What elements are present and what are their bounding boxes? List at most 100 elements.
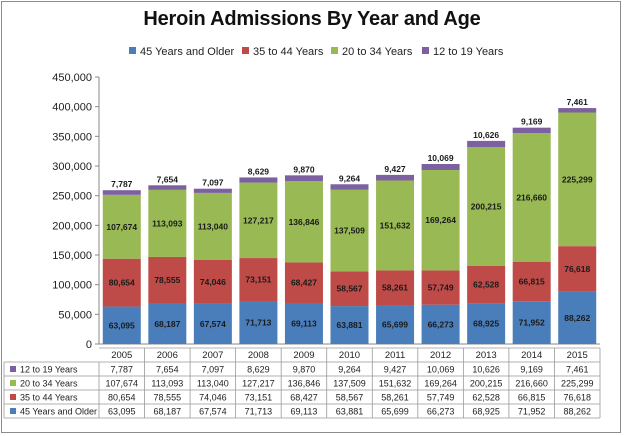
bar-segment <box>102 258 141 307</box>
data-label: 113,040 <box>198 221 229 231</box>
table-cell: 7,787 <box>111 365 134 375</box>
bar-segment <box>193 259 232 304</box>
table-cell: 66,815 <box>518 393 546 403</box>
x-tick-label: 2005 <box>111 350 132 361</box>
legend-label: 12 to 19 Years <box>433 46 504 58</box>
data-label: 169,264 <box>425 215 456 225</box>
bar-segment <box>102 194 141 259</box>
table-row-label: 35 to 44 Years <box>20 393 78 403</box>
table-cell: 9,870 <box>293 365 316 375</box>
data-label: 113,093 <box>152 218 183 228</box>
bar-segment <box>467 147 506 267</box>
table-cell: 216,660 <box>515 379 548 389</box>
table-cell: 136,846 <box>288 379 321 389</box>
data-label: 7,097 <box>202 178 224 188</box>
bar-segment <box>512 261 551 302</box>
bar-segment <box>558 108 597 113</box>
bar-segment <box>376 180 415 271</box>
data-label: 127,217 <box>243 215 274 225</box>
data-label: 68,925 <box>473 319 499 329</box>
table-cell: 58,261 <box>381 393 409 403</box>
data-label: 63,881 <box>337 320 363 330</box>
table-cell: 74,046 <box>199 393 227 403</box>
x-tick-label: 2006 <box>157 350 178 361</box>
x-tick-label: 2014 <box>521 350 542 361</box>
bar-segment <box>512 133 551 262</box>
data-label: 76,618 <box>564 264 590 274</box>
data-label: 9,870 <box>293 164 315 174</box>
table-cell: 9,427 <box>384 365 407 375</box>
table-cell: 107,674 <box>105 379 138 389</box>
bar-segment <box>239 182 278 259</box>
legend-label: 20 to 34 Years <box>342 46 413 58</box>
data-label: 7,787 <box>111 179 133 189</box>
bar-segment <box>284 302 323 344</box>
data-label: 136,846 <box>289 217 320 227</box>
table-cell: 113,040 <box>197 379 229 389</box>
table-cell: 151,632 <box>379 379 412 389</box>
bar-segment <box>193 188 232 193</box>
table-cell: 9,264 <box>338 365 361 375</box>
table-cell: 62,528 <box>472 393 500 403</box>
y-tick-label: 150,000 <box>52 250 92 262</box>
data-label: 78,555 <box>154 275 180 285</box>
table-cell: 69,113 <box>291 407 318 417</box>
x-tick-label: 2007 <box>202 350 223 361</box>
table-cell: 68,187 <box>154 407 182 417</box>
table-row-label: 45 Years and Older <box>20 407 97 417</box>
data-label: 9,427 <box>384 164 406 174</box>
bar-segment <box>148 189 187 257</box>
legend-item-35-44: 35 to 44 Years <box>242 46 323 58</box>
data-label: 8,629 <box>248 166 270 176</box>
data-label: 80,654 <box>109 278 135 288</box>
y-tick-label: 350,000 <box>52 131 92 143</box>
bar-segment <box>148 303 187 344</box>
bar-segment <box>284 181 323 263</box>
bar-segment <box>421 270 460 305</box>
table-cell: 88,262 <box>563 407 591 417</box>
y-tick-label: 300,000 <box>52 161 92 173</box>
data-label: 7,654 <box>157 174 179 184</box>
table-cell: 10,626 <box>472 365 500 375</box>
table-legend-swatch <box>10 394 16 400</box>
data-label: 65,699 <box>382 320 408 330</box>
legend-swatch <box>331 47 338 54</box>
table-cell: 80,654 <box>108 393 136 403</box>
table-cell: 8,629 <box>247 365 270 375</box>
data-label: 10,069 <box>428 153 454 163</box>
x-tick-label: 2013 <box>476 350 497 361</box>
bar-segment <box>376 174 415 181</box>
data-label: 9,169 <box>521 117 543 127</box>
y-tick-label: 50,000 <box>58 309 92 321</box>
bar-segment <box>284 175 323 182</box>
table-cell: 73,151 <box>245 393 273 403</box>
chart-title: Heroin Admissions By Year and Age <box>143 8 481 30</box>
table-cell: 78,555 <box>154 393 182 403</box>
x-tick-label: 2010 <box>339 350 360 361</box>
x-tick-label: 2008 <box>248 350 269 361</box>
table-cell: 7,097 <box>202 365 225 375</box>
data-label: 9,264 <box>339 173 361 183</box>
data-label: 58,261 <box>382 283 408 293</box>
data-label: 68,187 <box>154 319 180 329</box>
bar-segment <box>421 304 460 344</box>
table-cell: 71,952 <box>518 407 546 417</box>
bar-segment <box>558 246 597 292</box>
table-cell: 58,567 <box>336 393 364 403</box>
bar-segment <box>102 306 141 344</box>
data-label: 69,113 <box>291 318 317 328</box>
legend-item-20-34: 20 to 34 Years <box>331 46 412 58</box>
x-tick-label: 2011 <box>385 350 405 361</box>
table-cell: 66,273 <box>427 407 455 417</box>
table-cell: 71,713 <box>245 407 273 417</box>
bar-segment <box>239 177 278 183</box>
legend-swatch <box>129 47 136 54</box>
x-tick-label: 2012 <box>430 350 451 361</box>
x-tick-label: 2009 <box>293 350 314 361</box>
y-tick-label: 400,000 <box>52 102 92 114</box>
y-tick-label: 250,000 <box>52 191 92 203</box>
table-cell: 113,093 <box>151 379 183 389</box>
table-cell: 68,925 <box>472 407 500 417</box>
y-tick-label: 200,000 <box>52 220 92 232</box>
